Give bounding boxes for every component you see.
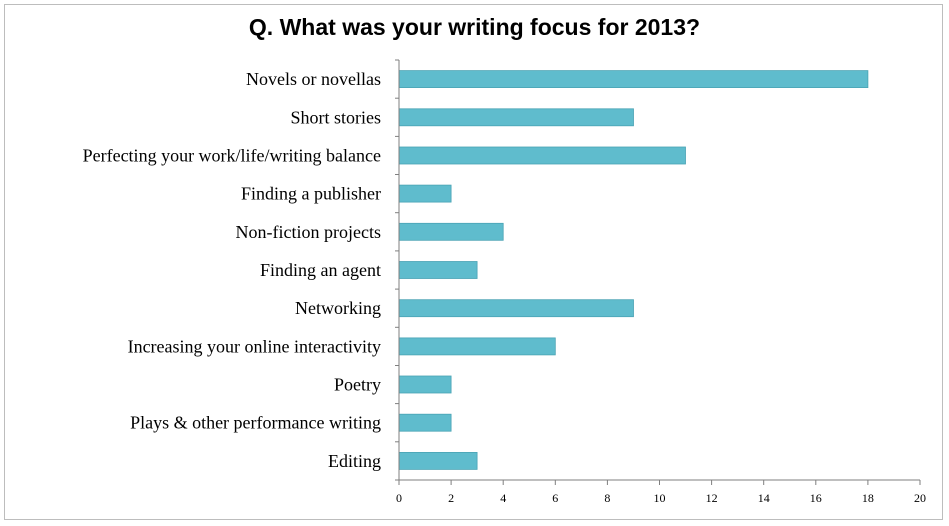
x-tick-label: 2 — [448, 491, 454, 505]
x-tick-label: 14 — [758, 491, 770, 505]
category-label: Plays & other performance writing — [130, 413, 381, 433]
x-tick-label: 10 — [654, 491, 666, 505]
bar — [398, 108, 634, 127]
bar — [398, 451, 478, 470]
bar — [398, 261, 478, 279]
category-label: Finding an agent — [260, 260, 381, 280]
x-tick-label: 18 — [862, 491, 874, 505]
bar — [398, 299, 634, 318]
bar — [398, 413, 452, 432]
x-tick-label: 6 — [552, 491, 558, 505]
chart-title: Q. What was your writing focus for 2013? — [248, 14, 701, 40]
x-tick-label: 8 — [604, 491, 610, 505]
category-label: Short stories — [290, 107, 381, 127]
bar — [398, 222, 504, 241]
category-label: Perfecting your work/life/writing balanc… — [83, 146, 381, 166]
bar — [398, 70, 869, 88]
bar — [398, 146, 686, 165]
category-label: Editing — [328, 451, 381, 471]
x-tick-label: 0 — [396, 491, 402, 505]
bar — [398, 375, 452, 394]
category-label: Non-fiction projects — [236, 222, 381, 242]
category-label: Novels or novellas — [246, 69, 381, 89]
x-tick-label: 12 — [706, 491, 718, 505]
category-label: Networking — [295, 298, 381, 318]
category-label: Increasing your online interactivity — [128, 336, 381, 356]
category-label: Poetry — [334, 375, 381, 395]
bar — [398, 337, 556, 356]
bar — [398, 184, 452, 203]
x-tick-label: 20 — [914, 491, 926, 505]
x-tick-label: 4 — [500, 491, 506, 505]
category-label: Finding a publisher — [241, 184, 381, 204]
x-tick-label: 16 — [810, 491, 822, 505]
